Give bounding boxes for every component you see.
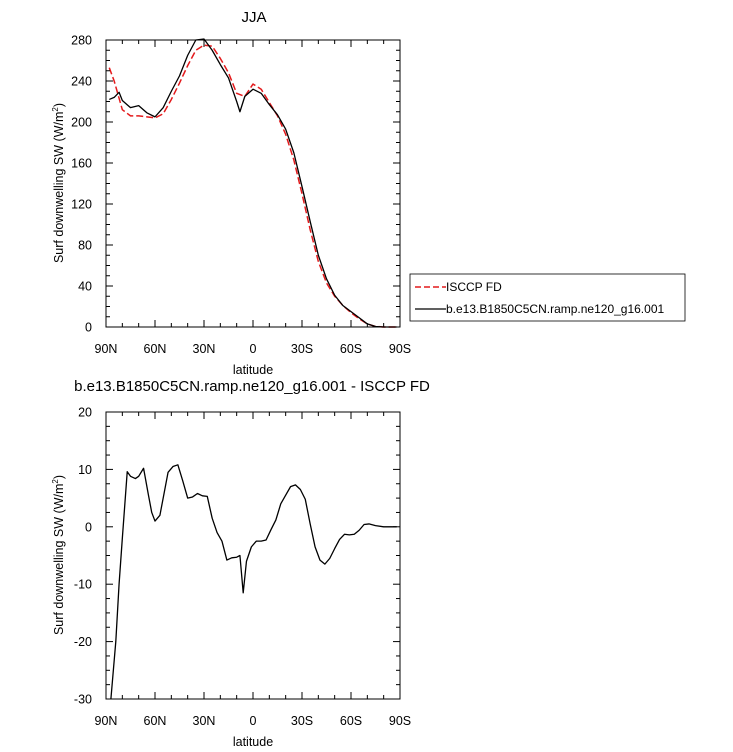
top-chart-y-label-sup: 2 bbox=[51, 107, 60, 112]
bottom-chart-ticks: 90N 60N 30N 0 30S 60S 90S -30 -20 -10 0 10 20 bbox=[74, 406, 411, 729]
top-chart-x-tick-label: 90S bbox=[389, 342, 411, 356]
bottom-chart-x-tick-label: 30S bbox=[291, 714, 313, 728]
top-chart-marks bbox=[108, 38, 397, 328]
top-chart-x-tick-label: 60S bbox=[340, 342, 362, 356]
bottom-chart-plot-frame bbox=[105, 411, 401, 700]
top-chart-x-tick-label: 30N bbox=[193, 342, 216, 356]
bottom-chart-y-tick-label: 0 bbox=[85, 520, 92, 534]
bottom-chart-y-axis-label: Surf downwelling SW (W/m2) bbox=[51, 475, 66, 635]
bottom-chart: b.e13.B1850C5CN.ramp.ne120_g16.001 - ISC… bbox=[51, 378, 430, 749]
bottom-chart-y-label-sup: 2 bbox=[51, 479, 60, 484]
bottom-chart-y-tick-label: -20 bbox=[74, 635, 92, 649]
bottom-chart-y-label-main: Surf downwelling SW (W/m bbox=[52, 484, 66, 635]
bottom-chart-y-tick-label: -30 bbox=[74, 693, 92, 707]
top-chart-y-label-end: ) bbox=[52, 103, 66, 107]
top-chart-series-line-0 bbox=[108, 44, 397, 328]
legend-frame bbox=[409, 273, 686, 322]
top-chart-y-label-main: Surf downwelling SW (W/m bbox=[52, 112, 66, 263]
bottom-chart-marks bbox=[110, 464, 397, 700]
top-chart-x-tick-label: 60N bbox=[144, 342, 167, 356]
top-chart-series-line-1 bbox=[109, 38, 397, 328]
top-chart-y-axis-label: Surf downwelling SW (W/m2) bbox=[51, 103, 66, 263]
top-chart: JJA 90N 60N 30N 0 30S 60S 90S 0 40 80 120 160 200 240… bbox=[51, 9, 686, 377]
top-chart-title: JJA bbox=[241, 9, 266, 26]
bottom-chart-y-label-end: ) bbox=[52, 475, 66, 479]
top-chart-y-tick-label: 40 bbox=[78, 280, 92, 294]
bottom-chart-series-line-0 bbox=[110, 464, 397, 700]
bottom-chart-y-tick-label: 20 bbox=[78, 406, 92, 420]
bottom-chart-x-tick-label: 90S bbox=[389, 714, 411, 728]
top-chart-ticks: 90N 60N 30N 0 30S 60S 90S 0 40 80 120 160 200 240 280 bbox=[71, 34, 411, 357]
top-chart-x-tick-label: 90N bbox=[95, 342, 118, 356]
top-chart-y-tick-label: 280 bbox=[71, 34, 92, 48]
top-chart-y-tick-label: 200 bbox=[71, 116, 92, 130]
legend-label-model: b.e13.B1850C5CN.ramp.ne120_g16.001 bbox=[446, 302, 664, 316]
bottom-chart-x-tick-label: 60S bbox=[340, 714, 362, 728]
bottom-chart-title: b.e13.B1850C5CN.ramp.ne120_g16.001 - ISC… bbox=[74, 378, 430, 395]
top-chart-y-tick-label: 120 bbox=[71, 198, 92, 212]
bottom-chart-x-tick-label: 0 bbox=[250, 714, 257, 728]
top-chart-y-tick-label: 240 bbox=[71, 75, 92, 89]
top-chart-x-tick-label: 30S bbox=[291, 342, 313, 356]
legend-label-isccp: ISCCP FD bbox=[446, 280, 502, 294]
bottom-chart-x-axis-label: latitude bbox=[233, 735, 273, 749]
top-chart-y-tick-label: 0 bbox=[85, 321, 92, 335]
bottom-chart-x-tick-label: 90N bbox=[95, 714, 118, 728]
top-chart-x-axis-label: latitude bbox=[233, 363, 273, 377]
bottom-chart-y-tick-label: 10 bbox=[78, 463, 92, 477]
top-chart-legend: ISCCP FD b.e13.B1850C5CN.ramp.ne120_g16.… bbox=[409, 273, 686, 322]
bottom-chart-x-tick-label: 60N bbox=[144, 714, 167, 728]
top-chart-plot-frame bbox=[105, 39, 401, 328]
bottom-chart-x-tick-label: 30N bbox=[193, 714, 216, 728]
top-chart-y-tick-label: 160 bbox=[71, 157, 92, 171]
bottom-chart-y-tick-label: -10 bbox=[74, 578, 92, 592]
top-chart-y-tick-label: 80 bbox=[78, 239, 92, 253]
top-chart-x-tick-label: 0 bbox=[250, 342, 257, 356]
